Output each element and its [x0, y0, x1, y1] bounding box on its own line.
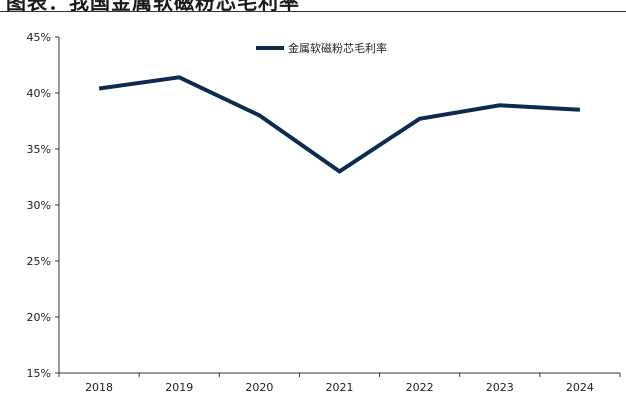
- y-tick-label: 30%: [27, 199, 51, 212]
- y-tick-label: 45%: [27, 31, 51, 44]
- y-tick-label: 40%: [27, 87, 51, 100]
- page-title: 图表：我国金属软磁粉芯毛利率: [6, 0, 300, 14]
- x-tick-label: 2024: [566, 381, 594, 394]
- series-layer: [98, 75, 581, 174]
- y-tick-label: 20%: [27, 311, 51, 324]
- x-tick-label: 2021: [326, 381, 354, 394]
- x-tick-label: 2022: [406, 381, 434, 394]
- x-tick-label: 2020: [245, 381, 273, 394]
- x-tick-label: 2023: [486, 381, 514, 394]
- legend: 金属软磁粉芯毛利率: [256, 41, 387, 55]
- x-tick-label: 2018: [85, 381, 113, 394]
- y-axis: 15% 20% 25% 30% 35% 40% 45%: [27, 31, 60, 380]
- y-tick-label: 25%: [27, 255, 51, 268]
- y-tick-label: 35%: [27, 143, 51, 156]
- x-axis: 2018 2019 2020 2021 2022 2023 2024: [58, 372, 621, 394]
- legend-label: 金属软磁粉芯毛利率: [288, 41, 387, 55]
- series-line: [98, 75, 581, 174]
- y-tick-label: 15%: [27, 367, 51, 380]
- title-rule: [0, 11, 626, 12]
- x-tick-label: 2019: [165, 381, 193, 394]
